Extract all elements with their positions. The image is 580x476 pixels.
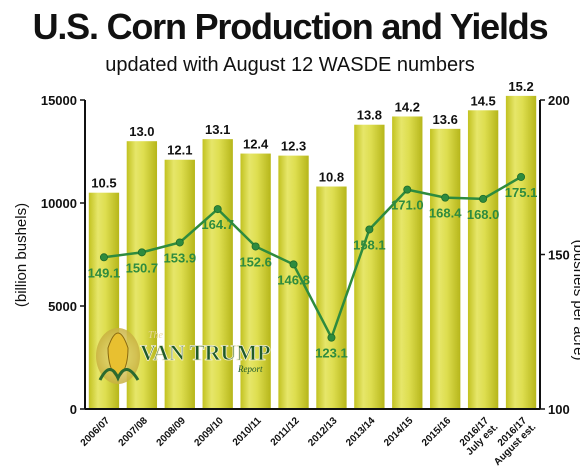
y-tick-label-1: 5000 <box>48 299 77 314</box>
yield-point-4 <box>251 242 260 251</box>
yield-line <box>103 175 522 341</box>
y-right-tick-label-1: 150 <box>548 248 570 263</box>
logo-report-text: Report <box>237 364 263 374</box>
yield-point-1 <box>137 248 146 257</box>
bar-value-label-3: 13.1 <box>205 122 230 137</box>
corn-leaves-icon <box>98 368 140 382</box>
y-right-tick-label-0: 100 <box>548 402 570 417</box>
x-tick-label-6: 2012/13 <box>306 415 340 449</box>
yield-value-label-8: 171.0 <box>391 198 424 213</box>
x-tick-label-9: 2015/16 <box>420 415 454 449</box>
van-trump-logo: The VAN TRUMP Report <box>96 328 271 384</box>
chart-title: U.S. Corn Production and Yields <box>32 6 549 47</box>
bar-value-label-7: 13.8 <box>357 108 382 123</box>
x-tick-label-4: 2010/11 <box>231 415 264 448</box>
yield-point-2 <box>175 238 184 247</box>
x-tick-label-7: 2013/14 <box>344 415 378 449</box>
bar-3 <box>202 139 233 409</box>
yield-value-label-5: 146.8 <box>277 272 310 287</box>
x-tick-label-10: 2016/17July est. <box>457 414 501 458</box>
bar-value-label-1: 13.0 <box>129 124 154 139</box>
bar-value-label-5: 12.3 <box>281 139 306 154</box>
x-tick-label-1: 2007/08 <box>117 415 151 449</box>
bar-9 <box>430 128 461 409</box>
yield-value-label-9: 168.4 <box>429 206 462 221</box>
yield-point-0 <box>99 253 108 262</box>
logo-main-text: VAN TRUMP <box>140 340 271 365</box>
corn-cob-icon <box>107 332 129 379</box>
yield-value-label-0: 149.1 <box>88 265 121 280</box>
bar-value-label-4: 12.4 <box>243 137 269 152</box>
yield-value-label-10: 168.0 <box>467 207 500 222</box>
bar-value-label-8: 14.2 <box>395 99 420 114</box>
bar-10 <box>467 110 499 410</box>
yield-point-3 <box>213 205 222 214</box>
yield-point-8 <box>403 185 412 194</box>
yield-point-5 <box>289 260 298 269</box>
y-axis-right-label: (bushels per acre) <box>570 240 580 361</box>
yield-value-label-3: 164.7 <box>201 217 234 232</box>
x-tick-label-3: 2009/10 <box>192 415 226 449</box>
bar-6 <box>316 186 347 409</box>
bar-value-label-6: 10.8 <box>319 170 344 185</box>
bar-value-label-11: 15.2 <box>508 79 533 94</box>
x-tick-label-2: 2008/09 <box>155 415 189 449</box>
yield-value-label-7: 158.1 <box>353 237 386 252</box>
labels-layer: 10.5 13.0 12.1 13.1 12.4 12.3 10.8 13.8 14.2 13.6… <box>88 79 538 361</box>
bar-4 <box>240 153 271 409</box>
logo-the-text: The <box>148 330 164 341</box>
y-right-tick-label-2: 200 <box>548 93 570 108</box>
y-tick-label-0: 0 <box>70 402 77 417</box>
y-tick-label-2: 10000 <box>41 196 77 211</box>
y-tick-label-3: 15000 <box>41 93 77 108</box>
bar-value-label-0: 10.5 <box>91 176 116 191</box>
bar-value-label-2: 12.1 <box>167 143 192 158</box>
bar-8 <box>392 116 423 409</box>
yield-point-11 <box>517 172 526 181</box>
yield-line-layer <box>99 172 526 342</box>
yield-point-9 <box>441 193 450 202</box>
bars-layer <box>88 95 537 410</box>
yield-value-label-4: 152.6 <box>239 254 272 269</box>
yield-value-label-11: 175.1 <box>505 185 538 200</box>
yield-value-label-1: 150.7 <box>126 260 159 275</box>
yield-point-7 <box>365 225 374 234</box>
bar-11 <box>505 95 537 409</box>
x-tick-label-0: 2006/07 <box>79 415 113 449</box>
yield-point-10 <box>479 194 488 203</box>
y-axis-label: (billion bushels) <box>13 203 30 307</box>
x-tick-label-5: 2011/12 <box>269 415 302 448</box>
bar-7 <box>354 124 385 409</box>
yield-point-6 <box>327 333 336 342</box>
bar-value-label-10: 14.5 <box>470 93 495 108</box>
chart-subtitle: updated with August 12 WASDE numbers <box>105 54 475 76</box>
bar-2 <box>164 159 195 409</box>
x-tick-label-8: 2014/15 <box>382 415 416 449</box>
bar-value-label-9: 13.6 <box>433 112 458 127</box>
yield-value-label-2: 153.9 <box>164 250 197 265</box>
yield-value-label-6: 123.1 <box>315 346 348 361</box>
